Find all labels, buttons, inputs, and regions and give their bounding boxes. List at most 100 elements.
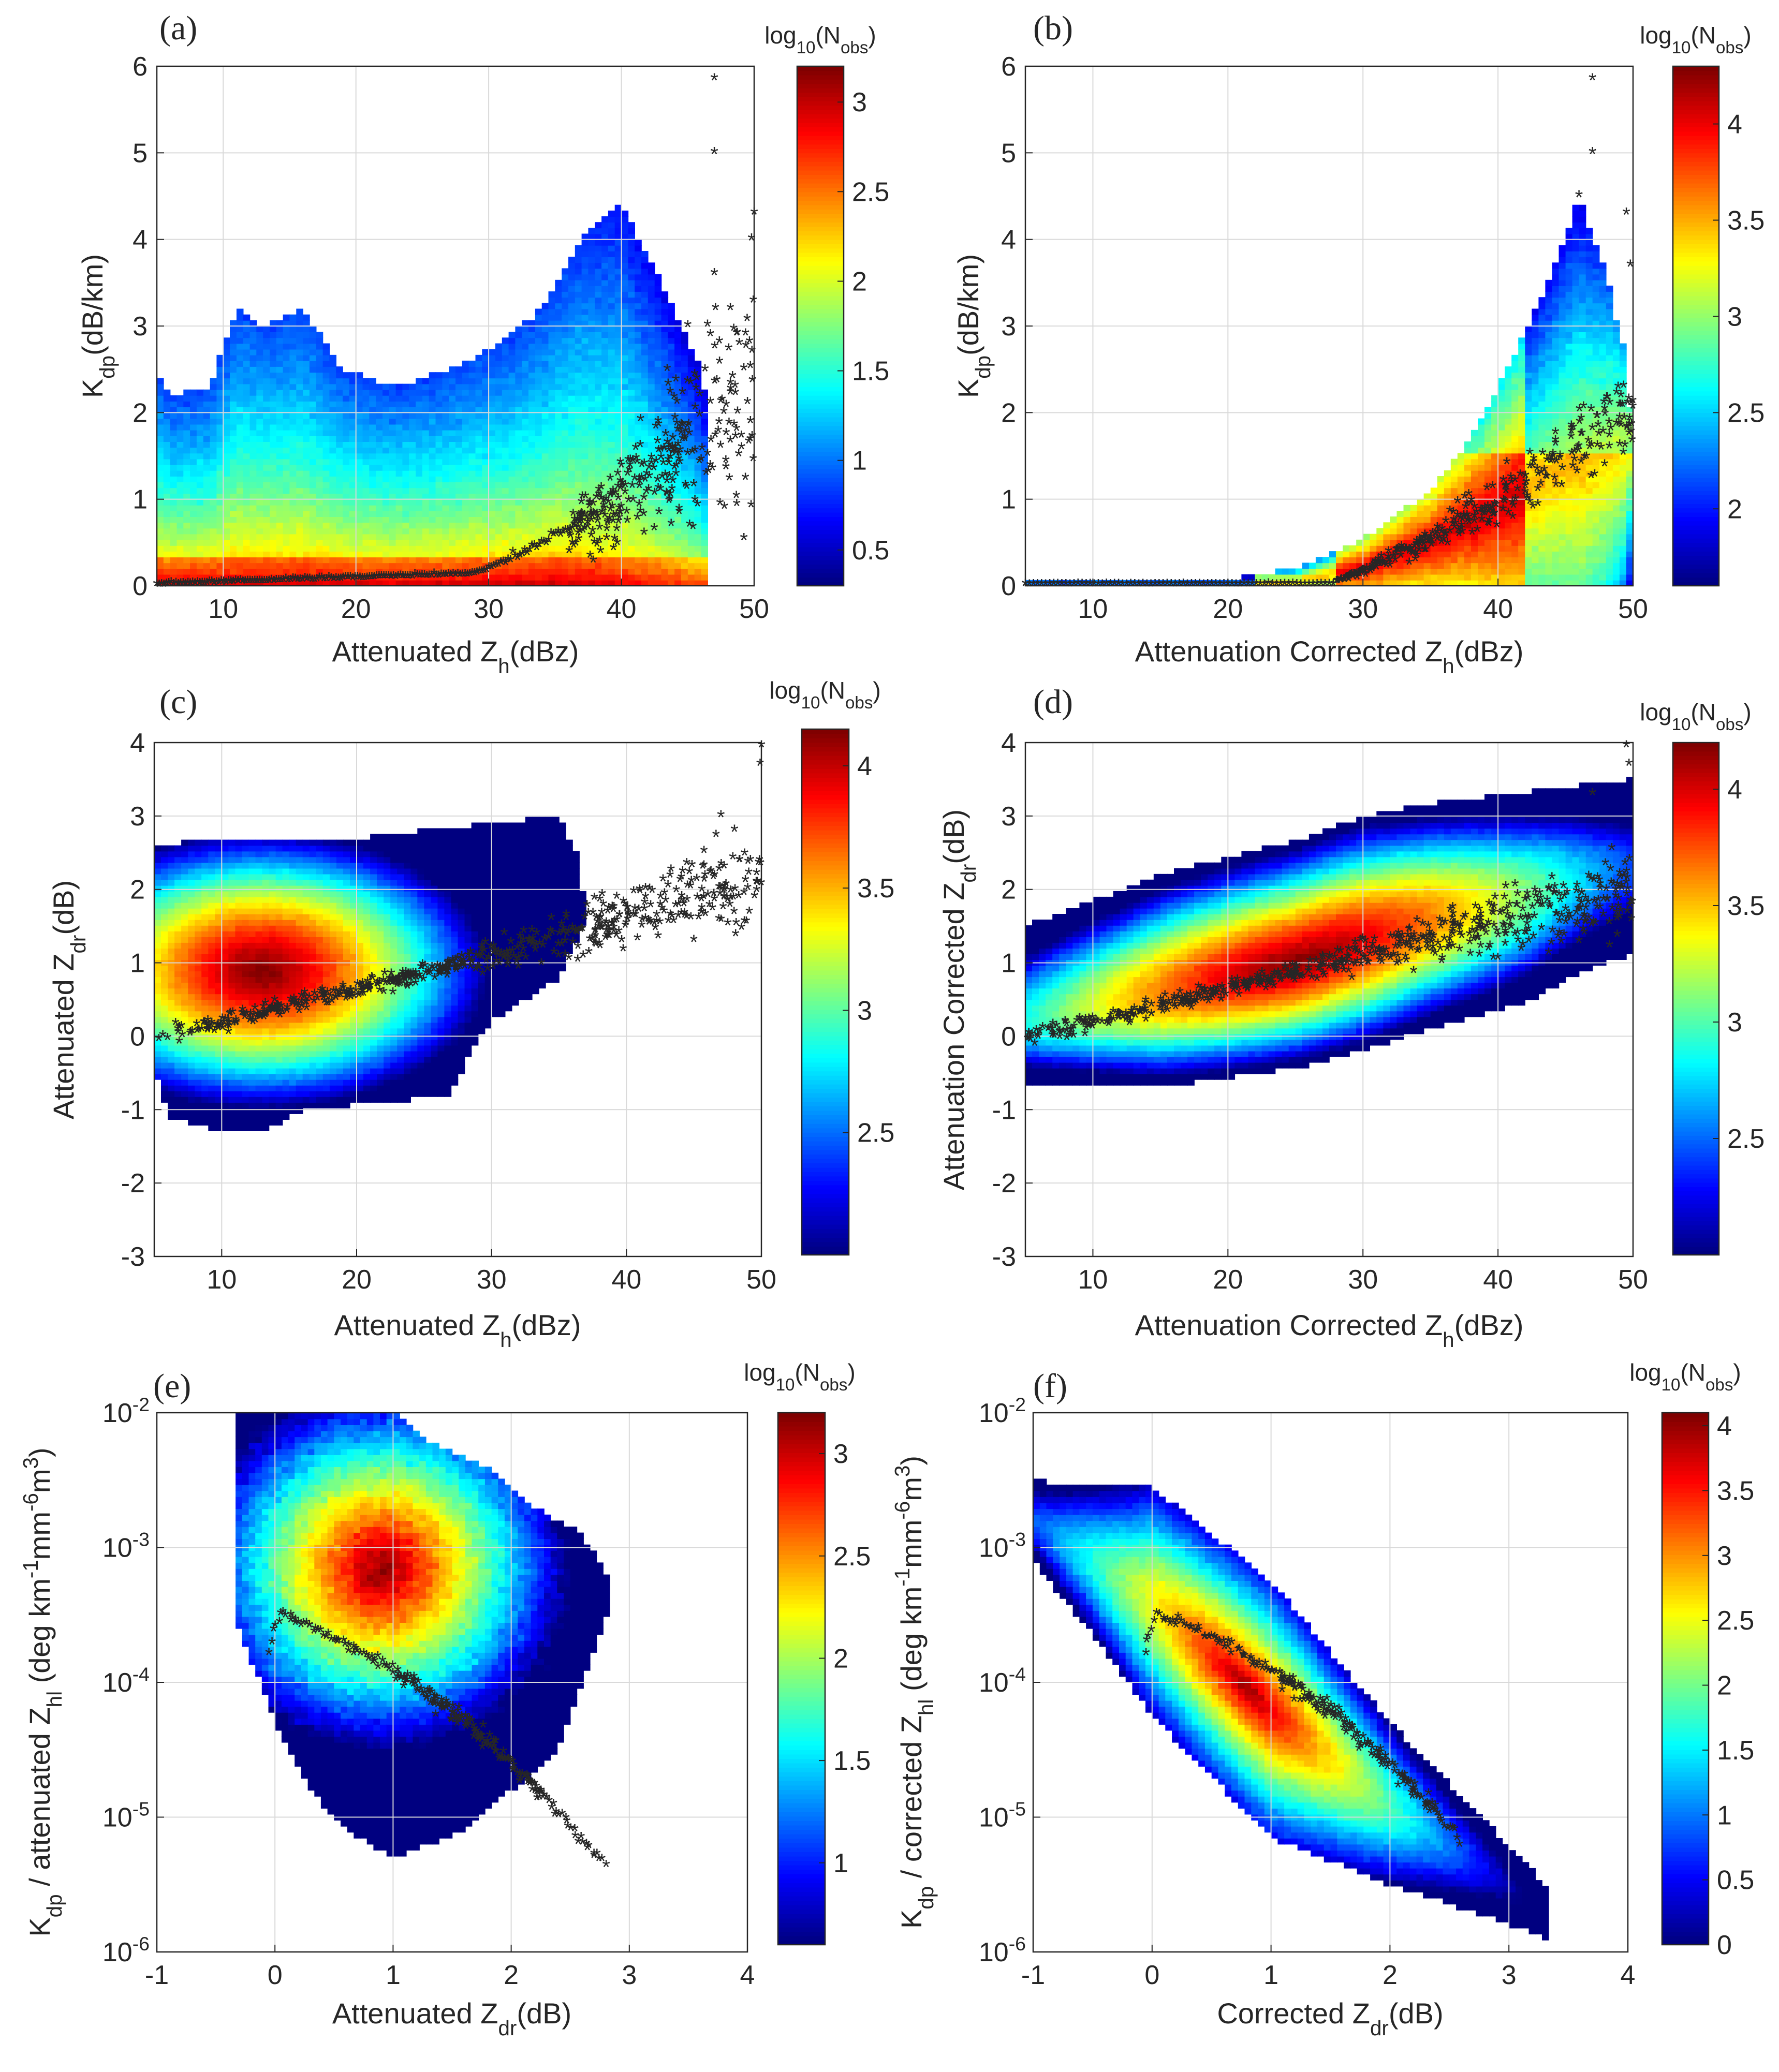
scatter-point: * bbox=[507, 933, 515, 956]
x-axis-label: Corrected Zdr(dB) bbox=[1217, 1997, 1443, 2040]
scatter-point: * bbox=[666, 867, 674, 890]
scatter-point: * bbox=[1546, 898, 1554, 921]
scatter-point: * bbox=[1511, 876, 1519, 898]
x-axis-label: Attenuated Zh(dBz) bbox=[334, 1309, 581, 1352]
colorbar: 2 2.5 3 3.5 4 bbox=[1672, 65, 1765, 587]
y-tick-label: 1 bbox=[1001, 485, 1016, 515]
y-tick-label: 3 bbox=[1001, 312, 1016, 342]
scatter-point: * bbox=[1451, 519, 1459, 541]
scatter-point: * bbox=[733, 495, 741, 518]
panel-label: (e) bbox=[153, 1367, 191, 1405]
density-heatmap bbox=[157, 204, 708, 586]
scatter-point: * bbox=[153, 575, 161, 598]
scatter-point: * bbox=[208, 573, 216, 596]
x-tick-label: 0 bbox=[268, 1960, 283, 1990]
y-tick-label: 10-2 bbox=[979, 1394, 1026, 1428]
scatter-point: * bbox=[392, 1670, 400, 1693]
panel-e: ****************************************… bbox=[19, 1359, 871, 2040]
scatter-point: * bbox=[638, 469, 646, 492]
x-tick-label: 50 bbox=[739, 594, 769, 624]
x-tick-label: 40 bbox=[1483, 1265, 1513, 1295]
y-axis-label: Kdp / attenuated Zhl (deg km-1mm-6m3) bbox=[19, 1447, 66, 1936]
scatter-point: * bbox=[1324, 1703, 1332, 1726]
scatter-point: * bbox=[1458, 523, 1466, 545]
panel-f: ****************************************… bbox=[890, 1359, 1754, 2040]
scatter-point: * bbox=[690, 931, 698, 954]
y-axis-label: Kdp / corrected Zhl (deg km-1mm-6m3) bbox=[890, 1456, 938, 1929]
y-tick-label: 6 bbox=[133, 52, 148, 82]
scatter-point: * bbox=[1348, 954, 1356, 977]
scatter-point: * bbox=[268, 571, 276, 594]
scatter-point: * bbox=[1575, 932, 1583, 955]
y-tick-label: 2 bbox=[130, 875, 145, 905]
scatter-point: * bbox=[1622, 204, 1630, 227]
scatter-point: * bbox=[736, 334, 744, 357]
scatter-point: * bbox=[346, 568, 355, 591]
scatter-point: * bbox=[736, 851, 744, 874]
scatter-point: * bbox=[712, 299, 720, 322]
y-tick-label: 10-5 bbox=[979, 1798, 1026, 1833]
scatter-point: * bbox=[277, 571, 285, 594]
scatter-point: * bbox=[472, 960, 480, 983]
scatter-point: * bbox=[424, 1682, 432, 1705]
y-tick-label: -1 bbox=[992, 1095, 1016, 1125]
scatter-point: * bbox=[663, 433, 671, 456]
scatter-point: * bbox=[1625, 755, 1633, 778]
scatter-point: * bbox=[330, 570, 338, 593]
scatter-point: * bbox=[659, 870, 667, 893]
scatter-point: * bbox=[718, 391, 726, 413]
scatter-point: * bbox=[1587, 467, 1595, 490]
scatter-point: * bbox=[1268, 1662, 1276, 1685]
scatter-point: * bbox=[577, 512, 585, 535]
scatter-point: * bbox=[1217, 991, 1225, 1014]
y-axis-label: Attenuated Zdr(dB) bbox=[47, 880, 90, 1119]
y-tick-label: 4 bbox=[1001, 225, 1016, 255]
scatter-point: * bbox=[1304, 963, 1313, 985]
scatter-point: * bbox=[1305, 1684, 1313, 1707]
scatter-point: * bbox=[1326, 947, 1334, 970]
scatter-point: * bbox=[227, 572, 235, 595]
scatter-point: * bbox=[714, 422, 723, 445]
scatter-point: * bbox=[694, 496, 702, 519]
panel-label: (a) bbox=[159, 9, 197, 47]
scatter-point: * bbox=[424, 965, 433, 987]
scatter-point: * bbox=[1486, 937, 1494, 959]
scatter-point: * bbox=[1511, 471, 1519, 494]
colorbar-tick-label: 4 bbox=[857, 751, 872, 781]
scatter-point: * bbox=[1502, 877, 1510, 900]
colorbar-tick-label: 4 bbox=[1717, 1411, 1732, 1441]
colorbar-tick-label: 4 bbox=[1727, 110, 1742, 140]
colorbar-tick-label: 0.5 bbox=[1717, 1866, 1754, 1896]
scatter-point: * bbox=[340, 983, 348, 1005]
y-tick-label: 10-3 bbox=[979, 1529, 1026, 1563]
x-tick-label: 20 bbox=[1213, 1265, 1243, 1295]
x-tick-label: 40 bbox=[1483, 594, 1513, 624]
x-tick-label: 30 bbox=[1348, 1265, 1378, 1295]
x-axis-label: Attenuation Corrected Zh(dBz) bbox=[1135, 1309, 1524, 1352]
scatter-point: * bbox=[600, 499, 609, 522]
scatter-point: * bbox=[1477, 909, 1485, 932]
scatter-point: * bbox=[740, 529, 748, 552]
scatter-point: * bbox=[1555, 885, 1563, 908]
x-tick-label: 50 bbox=[746, 1265, 776, 1295]
scatter-point: * bbox=[258, 572, 266, 595]
scatter-point: * bbox=[260, 1004, 269, 1027]
scatter-point: * bbox=[186, 1025, 194, 1047]
scatter-point: * bbox=[1387, 949, 1395, 972]
scatter-point: * bbox=[1508, 909, 1517, 931]
scatter-point: * bbox=[373, 568, 381, 590]
scatter-point: * bbox=[412, 969, 420, 991]
scatter-point: * bbox=[474, 1731, 482, 1754]
x-tick-label: 3 bbox=[1502, 1960, 1517, 1990]
scatter-point: * bbox=[207, 1016, 215, 1039]
scatter-point: * bbox=[403, 967, 411, 989]
scatter-point: * bbox=[1139, 1002, 1147, 1025]
scatter-point: * bbox=[1594, 868, 1602, 891]
scatter-point: * bbox=[712, 826, 721, 849]
scatter-point: * bbox=[1349, 1729, 1358, 1752]
scatter-point: * bbox=[646, 896, 655, 919]
scatter-point: * bbox=[683, 372, 692, 395]
scatter-point: * bbox=[1449, 915, 1457, 938]
scatter-point: * bbox=[756, 755, 764, 778]
scatter-point: * bbox=[753, 873, 761, 896]
